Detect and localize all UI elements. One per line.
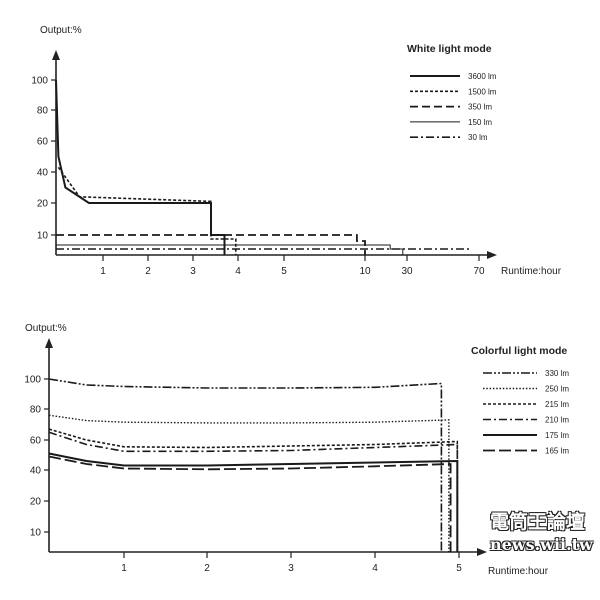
legend-label: 165 lm	[545, 447, 569, 456]
y-tick-label: 40	[30, 466, 42, 477]
x-axis-label: Runtime:hour	[501, 266, 562, 277]
watermark-url: news.wii.tw	[490, 535, 593, 554]
x-tick-label: 10	[359, 266, 371, 277]
x-axis-arrow-icon	[487, 251, 497, 259]
legend-label: 150 lm	[468, 118, 492, 127]
y-tick-label: 80	[30, 405, 42, 416]
series-line-175-lm	[48, 452, 459, 552]
legend-label: 350 lm	[468, 103, 492, 112]
y-tick-label: 80	[37, 106, 49, 117]
y-axis-label: Output:%	[25, 323, 67, 334]
y-axis-arrow-icon	[45, 338, 53, 348]
chart-title: White light mode	[407, 43, 492, 55]
y-tick-label: 100	[31, 76, 48, 87]
x-tick-label: 5	[456, 563, 462, 574]
legend-label: 250 lm	[545, 385, 569, 394]
x-tick-label: 3	[288, 563, 294, 574]
legend-label: 210 lm	[545, 416, 569, 425]
series-line-330-lm	[48, 378, 443, 552]
chart-title: Colorful light mode	[471, 345, 567, 357]
series-line-250-lm	[48, 414, 450, 552]
series-line-165-lm	[48, 455, 452, 552]
legend-label: 215 lm	[545, 400, 569, 409]
series-line-150-lm	[56, 244, 404, 255]
series-line-350-lm	[56, 234, 366, 255]
y-tick-label: 60	[37, 137, 49, 148]
series-line-3600-lm	[55, 79, 226, 255]
x-tick-label: 2	[204, 563, 210, 574]
y-tick-label: 100	[24, 375, 41, 386]
watermark-title: 電筒王論壇	[490, 511, 586, 533]
x-tick-label: 4	[235, 266, 241, 277]
series-line-1500-lm	[57, 166, 237, 255]
y-axis-arrow-icon	[52, 50, 60, 60]
x-tick-label: 70	[473, 266, 485, 277]
x-tick-label: 1	[100, 266, 106, 277]
x-axis-arrow-icon	[477, 548, 487, 556]
legend-label: 330 lm	[545, 369, 569, 378]
x-tick-label: 3	[190, 266, 196, 277]
y-tick-label: 60	[30, 436, 42, 447]
legend-label: 30 lm	[468, 133, 488, 142]
series-line-210-lm	[48, 431, 459, 552]
x-axis-label: Runtime:hour	[488, 566, 549, 577]
x-tick-label: 5	[281, 266, 287, 277]
series-line-215-lm	[48, 428, 459, 552]
x-tick-label: 1	[121, 563, 127, 574]
y-axis-label: Output:%	[40, 25, 82, 36]
legend-label: 3600 lm	[468, 72, 497, 81]
legend-label: 175 lm	[545, 431, 569, 440]
y-tick-label: 10	[37, 231, 49, 242]
x-tick-label: 4	[372, 563, 378, 574]
legend-label: 1500 lm	[468, 87, 497, 96]
x-tick-label: 2	[145, 266, 151, 277]
x-tick-label: 30	[401, 266, 413, 277]
y-tick-label: 20	[37, 199, 49, 210]
y-tick-label: 20	[30, 497, 42, 508]
y-tick-label: 40	[37, 168, 49, 179]
y-tick-label: 10	[30, 528, 42, 539]
